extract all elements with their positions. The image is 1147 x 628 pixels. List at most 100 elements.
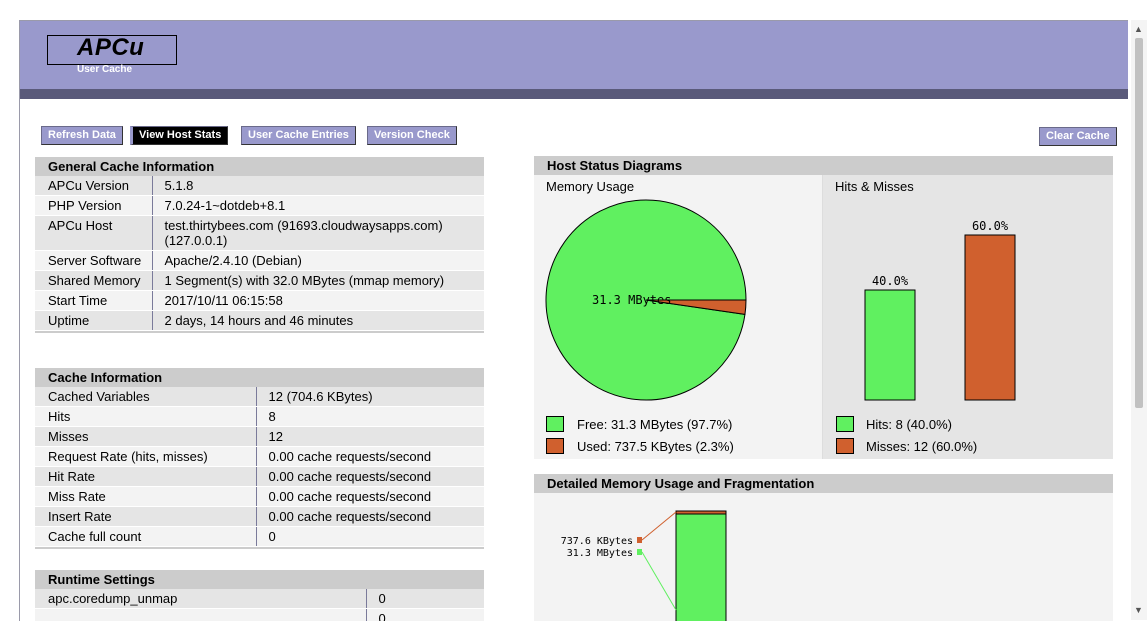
misses-bar bbox=[964, 234, 1016, 401]
general-info-key: PHP Version bbox=[35, 195, 152, 216]
cache-info-row: Request Rate (hits, misses) 0.00 cache re… bbox=[35, 446, 484, 467]
cache-info-value: 12 (704.6 KBytes) bbox=[255, 387, 484, 407]
used-legend-text: Used: 737.5 KBytes (2.3%) bbox=[577, 439, 734, 454]
general-info-row: PHP Version 7.0.24-1~dotdeb+8.1 bbox=[35, 195, 484, 216]
apcu-page: APCu User Cache Refresh Data View Host S… bbox=[19, 20, 1128, 621]
runtime-setting-row: apc.coredump_unmap 0 bbox=[35, 589, 484, 609]
host-status-panel: Host Status Diagrams Memory Usage 31.3 M… bbox=[534, 156, 1113, 459]
cache-info-value: 0.00 cache requests/second bbox=[255, 466, 484, 487]
hits-misses-column: Hits & Misses 40.0% 60.0% Hits: 8 (40.0%)… bbox=[823, 175, 1113, 459]
pie-label: 31.3 MBytes bbox=[592, 293, 671, 307]
cache-info-row: Cache full count 0 bbox=[35, 526, 484, 547]
runtime-setting-value: 0 bbox=[365, 589, 484, 609]
logo-box bbox=[47, 35, 177, 65]
general-info-value: 2 days, 14 hours and 46 minutes bbox=[151, 310, 484, 331]
free-marker bbox=[637, 549, 642, 555]
cache-info-row: Hit Rate 0.00 cache requests/second bbox=[35, 466, 484, 487]
used-marker bbox=[637, 537, 642, 543]
general-info-key: APCu Host bbox=[35, 215, 152, 251]
scroll-down-icon[interactable]: ▼ bbox=[1134, 605, 1143, 615]
hits-bar bbox=[864, 289, 916, 401]
general-info-value: test.thirtybees.com (91693.cloudwaysapps… bbox=[151, 215, 484, 251]
general-info-value: 1 Segment(s) with 32.0 MBytes (mmap memo… bbox=[151, 270, 484, 291]
user-cache-entries-button[interactable]: User Cache Entries bbox=[241, 126, 356, 145]
cache-info-key: Insert Rate bbox=[35, 506, 256, 527]
cache-info-value: 0.00 cache requests/second bbox=[255, 446, 484, 467]
general-info-key: Server Software bbox=[35, 250, 152, 271]
runtime-settings-title: Runtime Settings bbox=[35, 570, 484, 589]
vertical-scrollbar[interactable]: ▲ ▼ bbox=[1131, 20, 1147, 620]
fragmentation-chart: 737.6 KBytes 31.3 MBytes bbox=[561, 510, 727, 621]
runtime-settings-table: apc.coredump_unmap 0 0 bbox=[35, 589, 484, 621]
runtime-setting-row: 0 bbox=[35, 608, 484, 621]
general-info-value: 2017/10/11 06:15:58 bbox=[151, 290, 484, 311]
cache-info-row: Hits 8 bbox=[35, 406, 484, 427]
general-info-value: 7.0.24-1~dotdeb+8.1 bbox=[151, 195, 484, 216]
memory-usage-label: Memory Usage bbox=[546, 179, 635, 194]
header-divider bbox=[20, 89, 1128, 99]
general-info-value: Apache/2.4.10 (Debian) bbox=[151, 250, 484, 271]
free-memory-label: 31.3 MBytes bbox=[567, 548, 633, 559]
used-legend-swatch bbox=[546, 438, 564, 454]
general-info-row: Shared Memory 1 Segment(s) with 32.0 MByt… bbox=[35, 270, 484, 291]
used-memory-label: 737.6 KBytes bbox=[561, 536, 633, 547]
cache-info-row: Miss Rate 0.00 cache requests/second bbox=[35, 486, 484, 507]
detailed-memory-title: Detailed Memory Usage and Fragmentation bbox=[534, 474, 1113, 493]
general-cache-info-table: APCu Version 5.1.8 PHP Version 7.0.24-1~dot… bbox=[35, 176, 484, 331]
hits-legend-swatch bbox=[836, 416, 854, 432]
cache-info-value: 0.00 cache requests/second bbox=[255, 486, 484, 507]
scroll-up-icon[interactable]: ▲ bbox=[1134, 24, 1143, 34]
pie-slice-used bbox=[645, 299, 747, 315]
cache-info-value: 0.00 cache requests/second bbox=[255, 506, 484, 527]
clear-cache-button[interactable]: Clear Cache bbox=[1039, 127, 1117, 146]
cache-info-title: Cache Information bbox=[35, 368, 484, 387]
free-memory-block bbox=[675, 510, 727, 621]
view-host-stats-button[interactable]: View Host Stats bbox=[130, 126, 229, 145]
cache-info-row: Insert Rate 0.00 cache requests/second bbox=[35, 506, 484, 527]
cache-info-key: Hits bbox=[35, 406, 256, 427]
free-leader-line bbox=[641, 551, 677, 611]
cache-info-value: 12 bbox=[255, 426, 484, 447]
hits-misses-bar-chart: 40.0% 60.0% bbox=[864, 219, 1016, 401]
detailed-memory-panel: Detailed Memory Usage and Fragmentation … bbox=[534, 474, 1113, 621]
general-info-row: Start Time 2017/10/11 06:15:58 bbox=[35, 290, 484, 311]
used-memory-block bbox=[675, 510, 727, 515]
cache-info-key: Cache full count bbox=[35, 526, 256, 547]
refresh-data-button[interactable]: Refresh Data bbox=[41, 126, 123, 145]
version-check-button[interactable]: Version Check bbox=[367, 126, 457, 145]
general-info-key: Shared Memory bbox=[35, 270, 152, 291]
scrollbar-thumb[interactable] bbox=[1135, 38, 1143, 408]
free-legend-swatch bbox=[546, 416, 564, 432]
runtime-setting-key bbox=[35, 608, 366, 621]
free-legend-text: Free: 31.3 MBytes (97.7%) bbox=[577, 417, 733, 432]
general-info-key: Start Time bbox=[35, 290, 152, 311]
used-leader-line bbox=[641, 511, 677, 541]
general-info-key: Uptime bbox=[35, 310, 152, 331]
cache-info-value: 0 bbox=[255, 526, 484, 547]
host-status-title: Host Status Diagrams bbox=[534, 156, 1113, 175]
cache-info-panel: Cache Information Cached Variables 12 (70… bbox=[35, 368, 484, 549]
logo: APCu bbox=[77, 34, 145, 61]
general-info-row: APCu Version 5.1.8 bbox=[35, 176, 484, 196]
hits-bar-label: 40.0% bbox=[872, 274, 909, 288]
cache-info-key: Cached Variables bbox=[35, 387, 256, 407]
misses-legend-text: Misses: 12 (60.0%) bbox=[866, 439, 978, 454]
cache-info-row: Misses 12 bbox=[35, 426, 484, 447]
general-info-row: Server Software Apache/2.4.10 (Debian) bbox=[35, 250, 484, 271]
cache-info-key: Request Rate (hits, misses) bbox=[35, 446, 256, 467]
hits-legend-text: Hits: 8 (40.0%) bbox=[866, 417, 952, 432]
runtime-setting-key: apc.coredump_unmap bbox=[35, 589, 366, 609]
cache-info-key: Misses bbox=[35, 426, 256, 447]
cache-info-table: Cached Variables 12 (704.6 KBytes) Hits 8 Mi… bbox=[35, 387, 484, 547]
general-info-row: APCu Host test.thirtybees.com (91693.clou… bbox=[35, 215, 484, 251]
misses-legend-swatch bbox=[836, 438, 854, 454]
cache-info-value: 8 bbox=[255, 406, 484, 427]
general-info-row: Uptime 2 days, 14 hours and 46 minutes bbox=[35, 310, 484, 331]
logo-subtitle: User Cache bbox=[77, 64, 133, 75]
hits-misses-label: Hits & Misses bbox=[835, 179, 914, 194]
runtime-settings-panel: Runtime Settings apc.coredump_unmap 0 0 bbox=[35, 570, 484, 621]
general-info-key: APCu Version bbox=[35, 176, 152, 196]
general-cache-info-panel: General Cache Information APCu Version 5.… bbox=[35, 157, 484, 333]
page-header: APCu User Cache bbox=[20, 21, 1128, 89]
general-cache-info-title: General Cache Information bbox=[35, 157, 484, 176]
